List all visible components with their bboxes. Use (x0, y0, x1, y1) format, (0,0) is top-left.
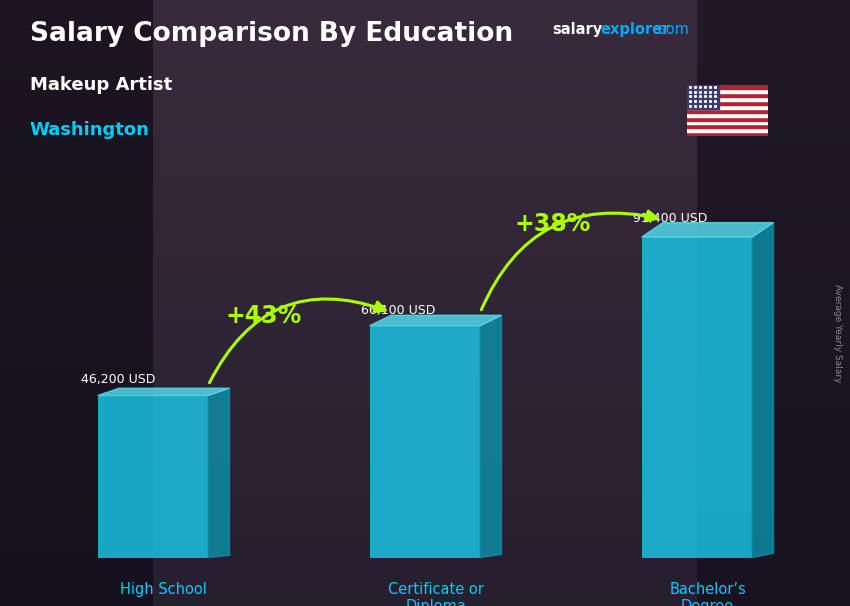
Bar (687, 105, 768, 108)
Bar (0, 545, 850, 558)
Bar (0, 61, 850, 73)
Text: .com: .com (654, 22, 689, 38)
Text: 66,100 USD: 66,100 USD (361, 304, 435, 317)
Text: +38%: +38% (514, 213, 591, 236)
Bar (0, 315, 850, 327)
Bar (0, 194, 850, 206)
Bar (0, 388, 850, 400)
Bar (0, 473, 850, 485)
Bar (0, 182, 850, 194)
Bar (0, 424, 850, 436)
Text: Certificate or
Diploma: Certificate or Diploma (388, 582, 484, 606)
Bar (0, 242, 850, 255)
Polygon shape (752, 222, 774, 558)
Bar (642, 237, 752, 558)
Bar (0, 376, 850, 388)
Bar (0, 267, 850, 279)
Bar (0, 109, 850, 121)
Bar (0, 582, 850, 594)
Bar (0, 461, 850, 473)
Text: 91,400 USD: 91,400 USD (633, 212, 707, 225)
Polygon shape (98, 388, 230, 396)
Bar (0, 303, 850, 315)
Bar (0, 218, 850, 230)
Bar (0, 36, 850, 48)
Bar (0, 570, 850, 582)
FancyArrowPatch shape (209, 299, 385, 383)
FancyArrowPatch shape (481, 211, 657, 310)
Bar (0, 133, 850, 145)
Bar (687, 97, 768, 101)
Bar (687, 113, 768, 116)
Text: 46,200 USD: 46,200 USD (81, 373, 155, 387)
Bar (687, 85, 719, 108)
Bar (687, 108, 768, 113)
Text: Makeup Artist: Makeup Artist (30, 76, 172, 94)
Bar (0, 24, 850, 36)
Bar (0, 521, 850, 533)
Bar (0, 0, 153, 606)
Bar (0, 558, 850, 570)
Bar (0, 436, 850, 448)
Polygon shape (480, 315, 501, 558)
Bar (687, 124, 768, 128)
Bar (0, 594, 850, 606)
Bar (0, 279, 850, 291)
Bar (0, 339, 850, 351)
Bar (0, 0, 850, 12)
Bar (0, 497, 850, 509)
Bar (0, 351, 850, 364)
Bar (0, 448, 850, 461)
Bar (687, 128, 768, 132)
Bar (0, 291, 850, 303)
Polygon shape (208, 388, 230, 558)
Text: Bachelor’s
Degree: Bachelor’s Degree (669, 582, 746, 606)
Bar (0, 485, 850, 497)
Bar (687, 121, 768, 124)
Bar (0, 327, 850, 339)
Bar (0, 48, 850, 61)
Bar (0, 230, 850, 242)
Bar (0, 400, 850, 412)
Bar (687, 116, 768, 121)
Bar (0, 255, 850, 267)
Bar (0, 206, 850, 218)
Text: High School: High School (120, 582, 207, 597)
Bar (687, 89, 768, 93)
Bar (370, 326, 480, 558)
Text: Average Yearly Salary: Average Yearly Salary (833, 284, 842, 382)
Polygon shape (370, 315, 502, 326)
Bar (0, 412, 850, 424)
Bar (687, 93, 768, 97)
Bar (0, 85, 850, 97)
Bar (0, 533, 850, 545)
Bar (0, 97, 850, 109)
Bar (687, 85, 768, 89)
Bar (0, 509, 850, 521)
Bar (687, 132, 768, 136)
Text: explorer: explorer (600, 22, 670, 38)
Bar (0, 73, 850, 85)
Bar (0, 121, 850, 133)
Text: Washington: Washington (30, 121, 150, 139)
Text: salary: salary (552, 22, 603, 38)
Bar (0, 170, 850, 182)
Bar (0, 364, 850, 376)
Bar (687, 101, 768, 105)
Text: +43%: +43% (225, 304, 302, 327)
Bar (0, 12, 850, 24)
Polygon shape (642, 222, 774, 237)
Bar (0, 145, 850, 158)
Bar (0, 158, 850, 170)
Text: Salary Comparison By Education: Salary Comparison By Education (30, 21, 513, 47)
Bar (98, 396, 208, 558)
Bar (697, 0, 850, 606)
